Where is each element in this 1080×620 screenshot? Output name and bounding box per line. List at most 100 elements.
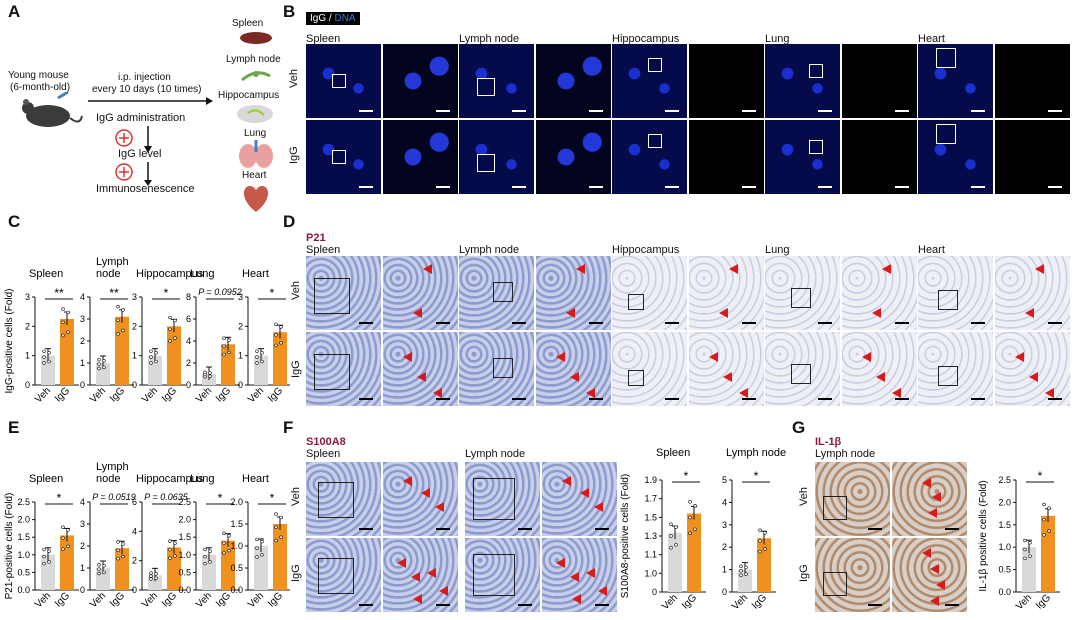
arrowhead-marker: [576, 264, 585, 274]
data-point: [274, 512, 278, 516]
data-point: [66, 528, 70, 532]
bar-chart: Spleen 0.0 0.5 1.0 1.5 2.0 2.5 Veh IgG * P21-posit…: [4, 473, 79, 610]
arrowhead-marker: [572, 594, 581, 604]
ihc-image-overview: [465, 538, 540, 612]
ihc-image-zoom: [842, 256, 917, 330]
legend-dna: DNA: [334, 13, 356, 24]
data-point: [669, 522, 673, 526]
data-point: [173, 541, 177, 545]
bar-chart: Lung 0 2 4 6 8 Veh IgG P = 0.0952: [186, 268, 242, 405]
panel-label-b: B: [283, 2, 296, 21]
arrowhead-marker: [586, 388, 595, 398]
inset-box: [318, 482, 354, 518]
scale-bar: [971, 322, 985, 324]
ihc-image-zoom: [542, 462, 617, 536]
ihc-image-zoom: [536, 256, 611, 330]
chart-title: Lymph: [96, 461, 129, 473]
arrowhead-marker: [719, 308, 728, 318]
data-point: [255, 349, 259, 353]
data-point: [1023, 538, 1027, 543]
scale-bar: [436, 186, 450, 188]
scale-bar: [945, 604, 959, 606]
sig-label: P = 0.0635: [144, 492, 188, 502]
ihc-image-zoom: [689, 332, 764, 406]
scale-bar: [665, 398, 679, 400]
y-tick-label: 1: [80, 358, 85, 368]
arrowhead-marker: [729, 264, 738, 274]
data-point: [744, 572, 748, 576]
data-point: [97, 567, 101, 571]
inset-box: [477, 78, 495, 96]
data-point: [121, 308, 125, 312]
chart-title: Heart: [242, 473, 269, 485]
y-tick-label: 0.0: [17, 585, 30, 595]
data-point: [1042, 533, 1046, 537]
y-tick-label: 1: [132, 351, 137, 361]
scale-bar: [818, 110, 832, 112]
ihc-image-zoom: [689, 256, 764, 330]
data-point: [227, 534, 231, 538]
data-point: [279, 535, 283, 539]
scale-bar: [971, 186, 985, 188]
inset-box: [473, 478, 515, 520]
row-label-g-igg: IgG: [798, 564, 810, 582]
data-point: [227, 548, 231, 553]
chart-title: Hippocampus: [136, 268, 204, 280]
bar-igg: [687, 513, 701, 592]
y-tick-label: 3: [80, 519, 85, 529]
tissue-label-f-spleen: Spleen: [306, 448, 341, 460]
row-label-b-igg: IgG: [288, 146, 300, 164]
tissue-label-d-heart: Heart: [918, 244, 945, 256]
scale-bar: [359, 110, 373, 112]
bar-chart: Heart 0.0 0.5 1.0 1.5 2.0 Veh IgG *: [230, 473, 290, 610]
y-tick-label: 2.5: [998, 475, 1011, 485]
data-point: [173, 318, 177, 323]
x-tick-label: IgG: [160, 590, 179, 609]
scale-bar: [665, 110, 679, 112]
data-point: [149, 571, 153, 575]
fluor-image-overview: [765, 120, 840, 194]
data-point: [674, 543, 678, 547]
data-point: [255, 537, 259, 542]
mouse-age: (6-month-old): [10, 82, 71, 93]
p21-title: P21: [306, 232, 326, 244]
y-tick-label: 0: [80, 585, 85, 595]
ihc-image-overview: [306, 256, 381, 330]
data-point: [154, 359, 158, 364]
fluor-image-overview: [612, 44, 687, 118]
data-point: [260, 539, 264, 544]
inset-box: [936, 48, 956, 68]
y-tick-label: 1.0: [17, 550, 30, 560]
arrowhead-marker: [932, 492, 941, 502]
data-point: [42, 349, 46, 353]
y-tick-label: 0: [238, 380, 243, 390]
x-tick-label: Veh: [88, 385, 108, 405]
arrowhead-marker: [556, 352, 565, 362]
data-point: [203, 370, 207, 375]
x-tick-label: IgG: [108, 385, 127, 404]
scale-bar: [512, 110, 526, 112]
y-tick-label: 0: [25, 380, 30, 390]
ihc-image-overview: [612, 332, 687, 406]
data-point: [173, 554, 177, 558]
scale-bar: [895, 110, 909, 112]
fluor-image-zoom: [536, 44, 611, 118]
inset-box: [477, 154, 495, 172]
arrowhead-marker: [586, 568, 595, 578]
tissue-label-b-lung: Lung: [765, 33, 790, 45]
fluor-image-overview: [306, 120, 381, 194]
data-point: [758, 549, 762, 554]
scale-bar: [895, 322, 909, 324]
y-tick-label: 2.5: [17, 497, 30, 507]
inset-box: [823, 496, 847, 520]
y-tick-label: 1.1: [644, 550, 657, 560]
data-point: [61, 536, 65, 540]
x-tick-label: IgG: [266, 590, 285, 609]
organ-spleen-label: Spleen: [232, 18, 264, 29]
bar-chart: Hippocampus 0 2 4 6 Veh IgG P = 0.0635: [132, 473, 204, 610]
arrowhead-marker: [594, 502, 603, 512]
arrowhead-marker: [411, 572, 420, 582]
y-tick-label: 8: [186, 292, 191, 302]
data-point: [66, 544, 70, 549]
